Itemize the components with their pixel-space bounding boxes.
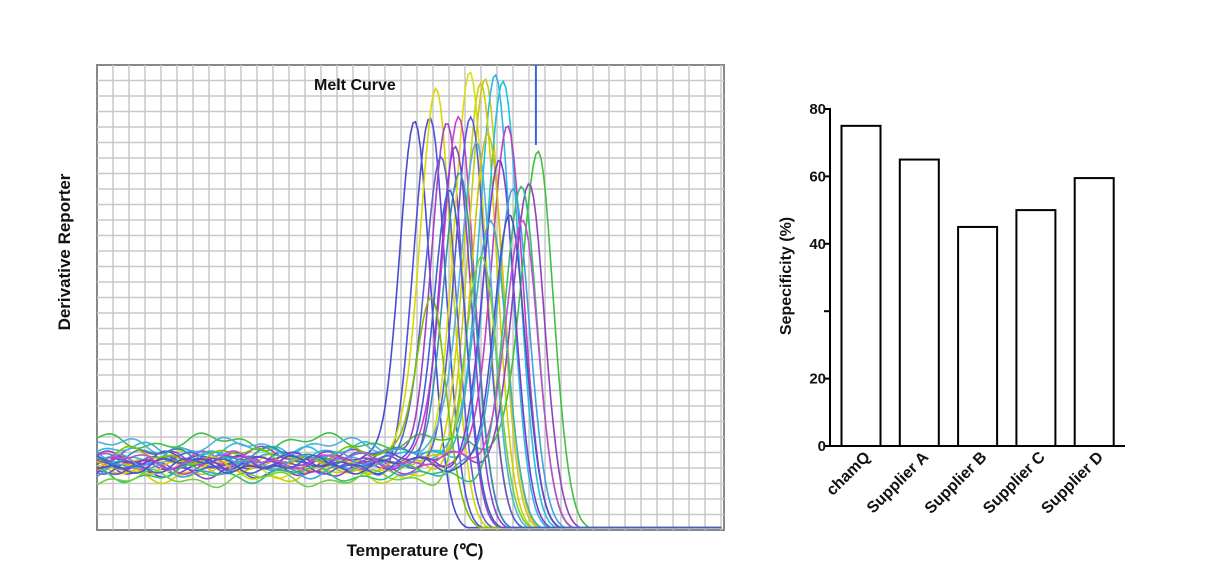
x-tick-label: chamQ <box>823 449 873 499</box>
y-tick-label: 80 <box>809 101 826 118</box>
melt-title: Melt Curve <box>314 77 396 94</box>
melt-x-label: Temperature (℃) <box>347 541 484 560</box>
bar-supplier-b <box>957 225 999 447</box>
bar-supplier-c <box>1015 209 1057 447</box>
bar-chamq <box>840 124 882 447</box>
y-tick-label: 20 <box>809 371 826 388</box>
y-tick-label: 0 <box>818 438 826 455</box>
bar-supplier-d <box>1073 177 1115 448</box>
bar-supplier-a <box>898 158 940 448</box>
melt-y-label: Derivative Reporter <box>55 173 74 330</box>
y-tick-label: 60 <box>809 168 826 185</box>
melt-series-line <box>96 189 722 529</box>
x-tick-label: Supplier B <box>922 449 991 518</box>
bar-y-label: Sepecificity (%) <box>778 217 795 335</box>
melt-series <box>96 65 722 529</box>
y-tick-label: 40 <box>809 236 826 253</box>
y-ticks: 0 20 40 60 80 <box>809 101 830 455</box>
bar-marks <box>840 124 1115 448</box>
x-tick-label: Supplier C <box>980 448 1049 517</box>
melt-curve-chart: Melt Curve Temperature (℃) Derivative Re… <box>55 64 725 560</box>
x-tick-label: Supplier D <box>1038 449 1107 518</box>
